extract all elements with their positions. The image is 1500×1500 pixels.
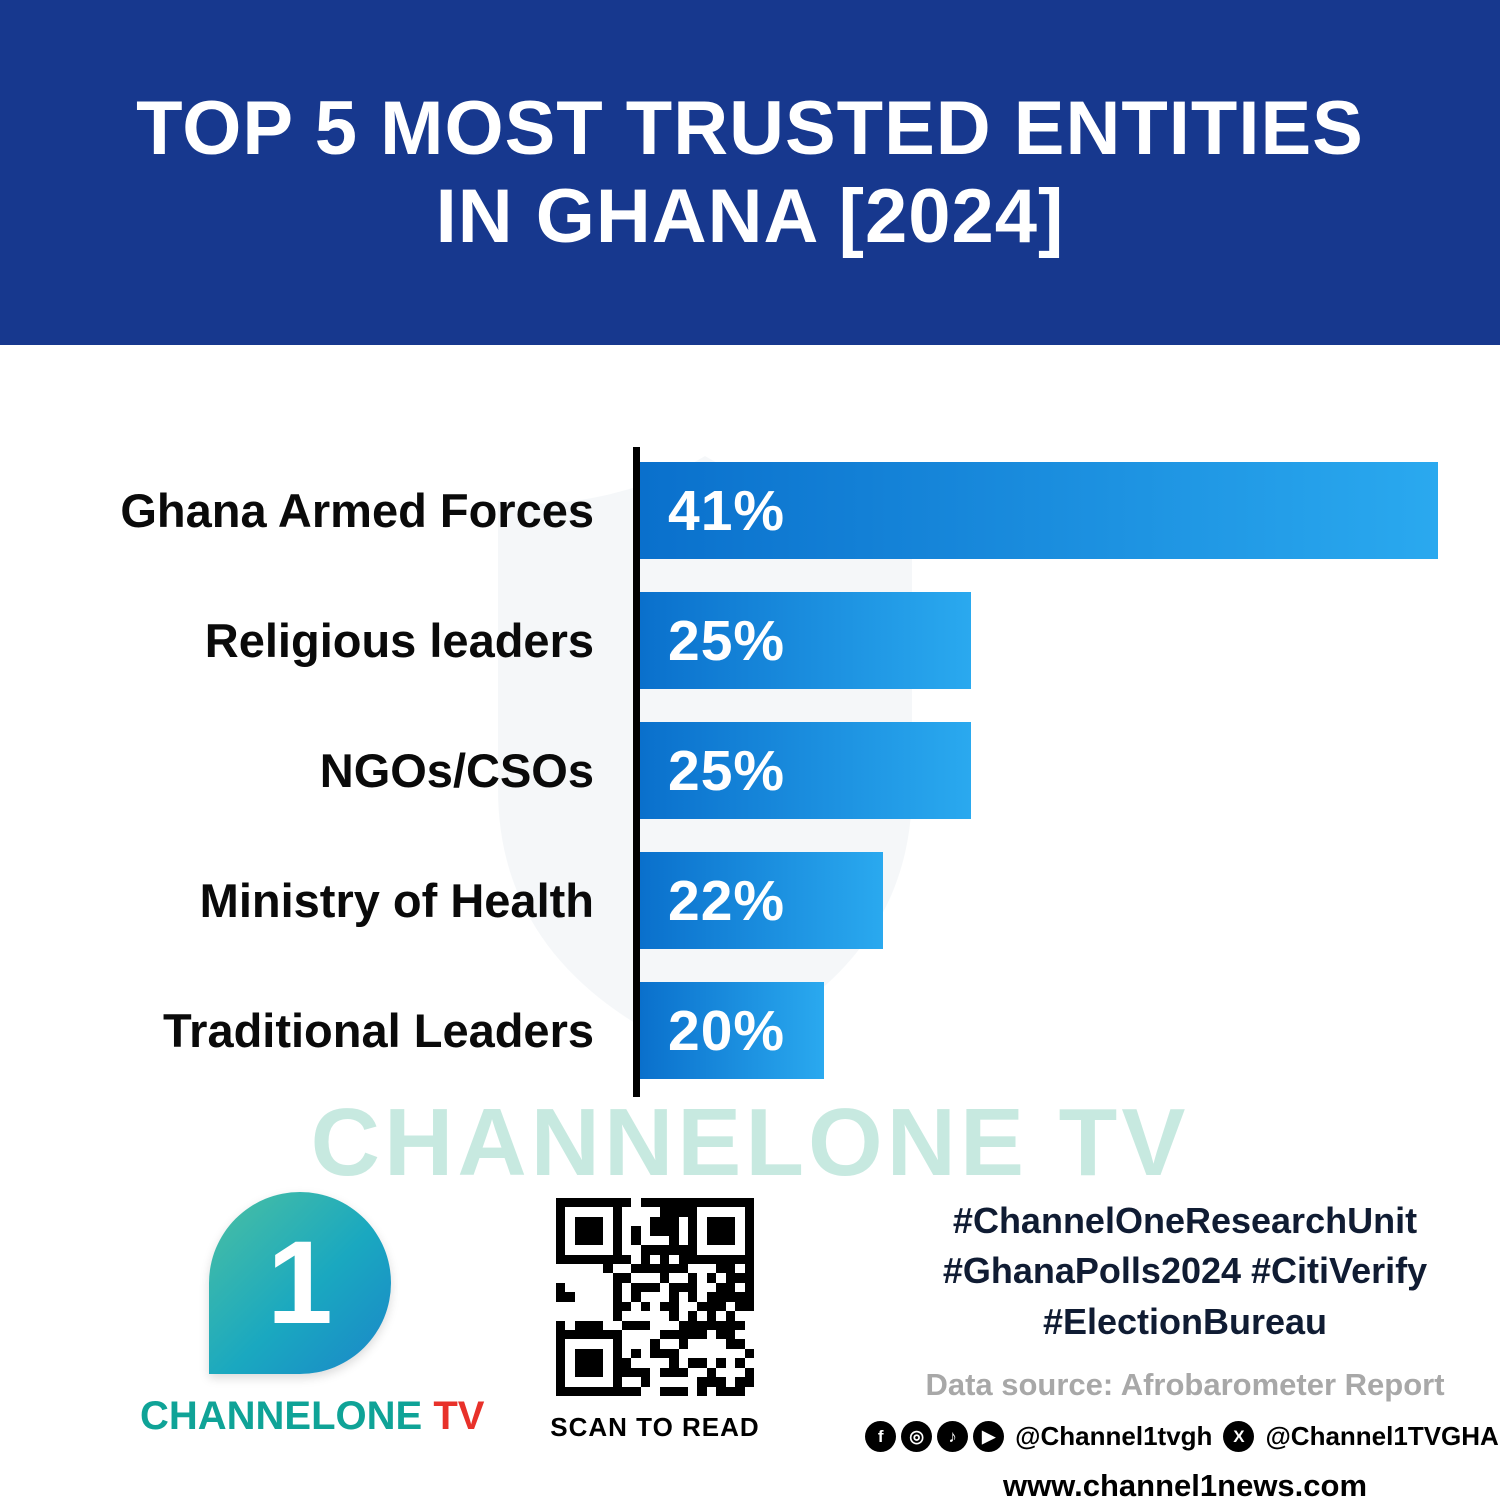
logo-wordmark-tv: TV <box>422 1394 485 1438</box>
category-label: Religious leaders <box>204 614 594 667</box>
bar-track: 25% <box>640 592 1438 689</box>
hashtags-line-1: #ChannelOneResearchUnit <box>952 1200 1418 1241</box>
brand-watermark: CHANNELONE TV <box>310 1089 1190 1196</box>
value-label: 25% <box>668 608 786 673</box>
website-url: www.channel1news.com <box>1002 1468 1368 1500</box>
bar-track: 25% <box>640 722 1438 819</box>
channel-one-logo: 1 CHANNELONE TV <box>140 1192 484 1439</box>
bar-ngos-csos: 25% <box>640 722 972 819</box>
y-axis-line <box>633 447 640 1097</box>
logo-numeral: 1 <box>267 1217 333 1349</box>
social-handle-main: @Channel1tvgh <box>1015 1421 1213 1452</box>
chart-row: Ghana Armed Forces 41% <box>0 462 1438 559</box>
social-handle-x: @Channel1TVGHA <box>1265 1421 1499 1452</box>
instagram-icon: ◎ <box>901 1421 933 1453</box>
qr-block: SCAN TO READ <box>545 1198 765 1443</box>
category-label: Ministry of Health <box>199 874 594 927</box>
category-label: Ghana Armed Forces <box>120 484 594 537</box>
chart-row: Traditional Leaders 20% <box>0 982 1438 1079</box>
qr-caption: SCAN TO READ <box>550 1412 760 1442</box>
chart-row: NGOs/CSOs 25% <box>0 722 1438 819</box>
bar-chart: Ghana Armed Forces 41% Religious leaders… <box>0 447 1500 1107</box>
page-title-line-1: TOP 5 MOST TRUSTED ENTITIES <box>136 86 1364 172</box>
value-label: 22% <box>668 868 786 933</box>
bar-ghana-armed-forces: 41% <box>640 462 1438 559</box>
bar-track: 20% <box>640 982 1438 1079</box>
bar-religious-leaders: 25% <box>640 592 972 689</box>
x-twitter-icon: X <box>1223 1421 1255 1453</box>
category-label: Traditional Leaders <box>163 1004 594 1057</box>
meta-block: #ChannelOneResearchUnit #GhanaPolls2024 … <box>865 1196 1499 1500</box>
channel-one-logo-icon: 1 <box>209 1192 391 1374</box>
logo-wordmark: CHANNELONE TV <box>140 1394 484 1439</box>
value-label: 25% <box>668 738 786 803</box>
hashtags-line-2: #GhanaPolls2024 #CitiVerify <box>942 1250 1428 1292</box>
data-source: Data source: Afrobarometer Report <box>925 1367 1445 1403</box>
category-label: NGOs/CSOs <box>319 744 594 797</box>
youtube-icon: ▶ <box>973 1421 1005 1453</box>
chart-row: Religious leaders 25% <box>0 592 1438 689</box>
bar-track: 22% <box>640 852 1438 949</box>
page-title-line-2: IN GHANA [2024] <box>435 173 1065 259</box>
chart-row: Ministry of Health 22% <box>0 852 1438 949</box>
bar-traditional-leaders: 20% <box>640 982 824 1079</box>
bar-ministry-of-health: 22% <box>640 852 884 949</box>
hashtags-line-3: #ElectionBureau <box>1042 1300 1328 1342</box>
header-banner: TOP 5 MOST TRUSTED ENTITIES IN GHANA [20… <box>0 0 1500 345</box>
tiktok-icon: ♪ <box>937 1421 969 1453</box>
chart-rows: Ghana Armed Forces 41% Religious leaders… <box>0 462 1438 1079</box>
logo-wordmark-channelone: CHANNELONE <box>140 1394 423 1438</box>
bar-track: 41% <box>640 462 1438 559</box>
value-label: 41% <box>668 478 786 543</box>
facebook-icon: f <box>865 1421 897 1453</box>
qr-code <box>556 1198 754 1396</box>
social-row: f ◎ ♪ ▶ @Channel1tvgh X @Channel1TVGHA <box>865 1421 1499 1453</box>
value-label: 20% <box>668 998 786 1063</box>
